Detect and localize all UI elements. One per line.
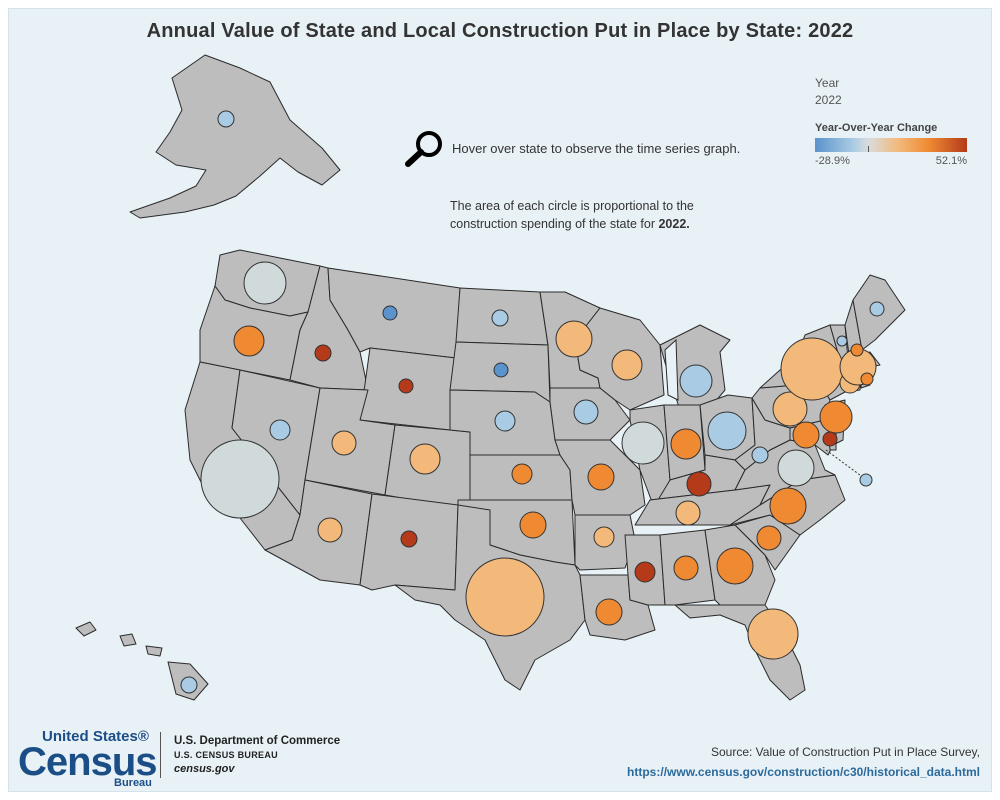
bubble-dc[interactable]: [859, 473, 873, 487]
lake-michigan: [664, 338, 679, 401]
bubble-ks[interactable]: [511, 463, 533, 485]
area-note: The area of each circle is proportional …: [450, 197, 750, 233]
bubble-al[interactable]: [673, 555, 699, 581]
logo-divider: [160, 732, 161, 778]
bubble-wv[interactable]: [751, 446, 769, 464]
legend-gradient-bar: [815, 138, 967, 152]
bubble-id[interactable]: [314, 344, 332, 362]
bubble-ia[interactable]: [573, 399, 599, 425]
bubble-wa[interactable]: [243, 261, 287, 305]
bubble-oh[interactable]: [707, 411, 747, 451]
bubble-mi[interactable]: [679, 364, 713, 398]
bubble-nd[interactable]: [491, 309, 509, 327]
bubble-or[interactable]: [233, 325, 265, 357]
magnifier-icon: [405, 131, 442, 167]
bubble-nv[interactable]: [269, 419, 291, 441]
bubble-hi[interactable]: [180, 676, 198, 694]
source-text: Source: Value of Construction Put in Pla…: [710, 745, 980, 759]
bubble-nm[interactable]: [400, 530, 418, 548]
legend-min-label: -28.9%: [815, 155, 850, 167]
chart-title: Annual Value of State and Local Construc…: [146, 20, 854, 42]
state-hi-3[interactable]: [145, 645, 163, 657]
commerce-block: U.S. Department of Commerce U.S. CENSUS …: [174, 734, 340, 776]
bubble-sd[interactable]: [493, 362, 509, 378]
bubble-ca[interactable]: [200, 439, 280, 519]
bubble-mn[interactable]: [555, 320, 593, 358]
bubble-ms[interactable]: [634, 561, 656, 583]
hint-text: Hover over state to observe the time ser…: [452, 140, 741, 156]
bubble-fl[interactable]: [747, 608, 799, 660]
bubble-wi[interactable]: [611, 349, 643, 381]
state-hi-1[interactable]: [75, 621, 97, 637]
bubble-in[interactable]: [670, 428, 702, 460]
bubble-pa[interactable]: [772, 391, 808, 427]
logo-census: Census: [18, 740, 157, 784]
year-filter[interactable]: Year 2022: [815, 76, 842, 107]
year-value[interactable]: 2022: [815, 93, 842, 107]
bubble-mt[interactable]: [382, 305, 398, 321]
bubble-il[interactable]: [621, 421, 665, 465]
bubble-vt[interactable]: [836, 335, 848, 347]
legend-title: Year-Over-Year Change: [815, 122, 938, 134]
commerce-line1: U.S. Department of Commerce: [174, 735, 341, 747]
legend-labels: -28.9% 52.1%: [815, 155, 967, 167]
bubble-tx[interactable]: [465, 557, 545, 637]
bubble-ut[interactable]: [331, 430, 357, 456]
year-label: Year: [815, 76, 840, 90]
logo-united-states: United States®: [42, 728, 149, 745]
commerce-line2: U.S. CENSUS BUREAU: [174, 750, 278, 760]
state-ak[interactable]: [129, 54, 341, 219]
bubble-ak[interactable]: [217, 110, 235, 128]
state-hi-2[interactable]: [119, 633, 137, 647]
bubble-de[interactable]: [822, 431, 838, 447]
bubble-co[interactable]: [409, 443, 441, 475]
bubble-az[interactable]: [317, 517, 343, 543]
bubble-me[interactable]: [869, 301, 885, 317]
area-note-year: 2022.: [658, 217, 690, 231]
hover-hint: Hover over state to observe the time ser…: [402, 128, 740, 168]
bubble-mo[interactable]: [587, 463, 615, 491]
commerce-line3[interactable]: census.gov: [174, 763, 235, 775]
bubble-ne[interactable]: [494, 410, 516, 432]
bubble-tn[interactable]: [675, 500, 701, 526]
bubble-nh[interactable]: [850, 343, 864, 357]
bubble-md[interactable]: [792, 421, 820, 449]
bubble-ga[interactable]: [716, 547, 754, 585]
bubble-ny[interactable]: [780, 337, 844, 401]
bubble-ky[interactable]: [686, 471, 712, 497]
bubble-nj[interactable]: [819, 400, 853, 434]
color-legend: Year-Over-Year Change -28.9% 52.1%: [815, 122, 967, 167]
legend-zero-tick: [868, 146, 869, 152]
bubble-ok[interactable]: [519, 511, 547, 539]
logo-bureau: Bureau: [114, 777, 152, 789]
bubble-ri[interactable]: [860, 372, 874, 386]
source-note: Source: Value of Construction Put in Pla…: [627, 742, 980, 782]
bubble-la[interactable]: [595, 598, 623, 626]
bubble-wy[interactable]: [398, 378, 414, 394]
legend-max-label: 52.1%: [935, 155, 967, 167]
bubble-va[interactable]: [777, 449, 815, 487]
source-link[interactable]: https://www.census.gov/construction/c30/…: [627, 765, 980, 779]
census-logo[interactable]: United States® Census Bureau: [18, 728, 157, 789]
bubble-sc[interactable]: [756, 525, 782, 551]
area-note-text: The area of each circle is proportional …: [450, 199, 694, 231]
bubble-ar[interactable]: [593, 526, 615, 548]
bubble-nc[interactable]: [769, 487, 807, 525]
